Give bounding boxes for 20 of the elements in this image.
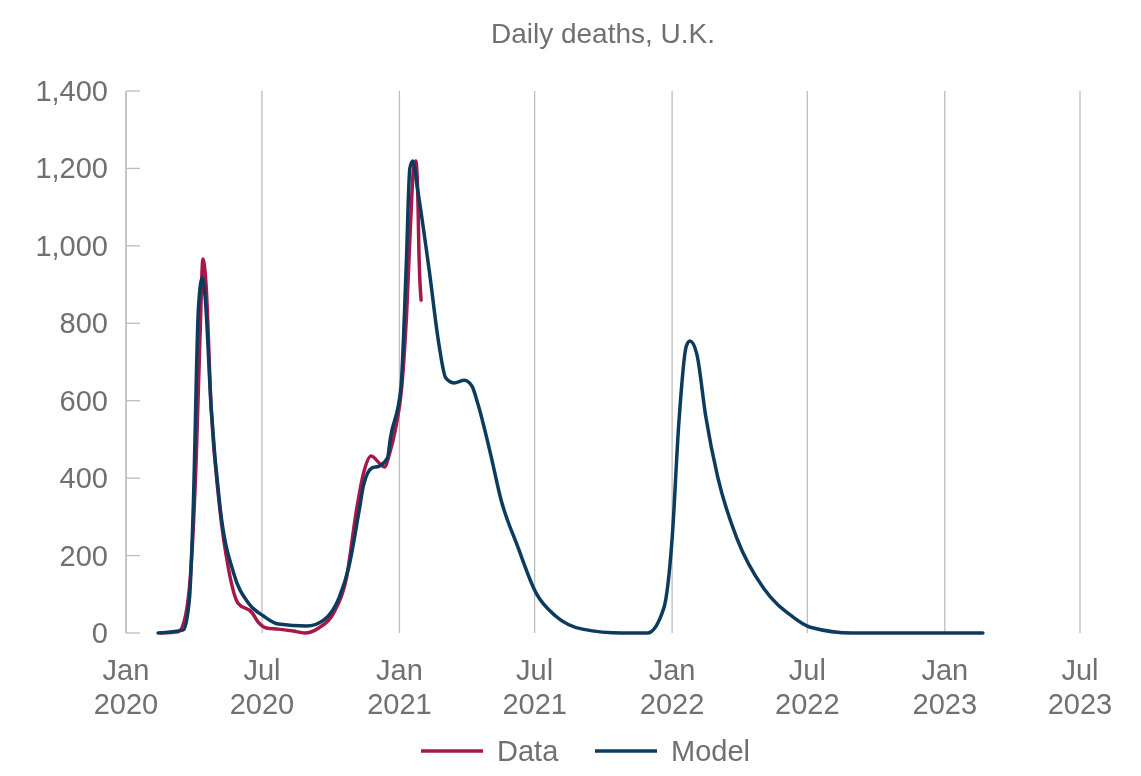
x-tick-label: Jan 2022 (639, 654, 705, 720)
legend-label: Data (497, 735, 560, 767)
x-tick-label: Jul 2023 (1047, 654, 1113, 720)
y-tick-label: 400 (59, 462, 108, 495)
y-tick-label: 1,400 (35, 75, 108, 107)
y-tick-label: 1,200 (35, 152, 108, 185)
line-series (156, 159, 985, 635)
x-tick-label: Jul 2020 (229, 654, 295, 720)
x-tick-label: Jul 2021 (502, 654, 567, 720)
y-tick-label: 200 (59, 539, 108, 572)
y-tick-label: 1,000 (35, 229, 108, 262)
legend-label: Model (671, 735, 750, 767)
chart-title: Daily deaths, U.K. (490, 18, 716, 49)
y-tick-label: 600 (59, 384, 108, 417)
y-tick-label: 800 (59, 307, 108, 340)
y-tick-label: 0 (91, 617, 108, 649)
x-tick-label: Jan 2021 (367, 654, 432, 720)
x-tick-label: Jan 2023 (912, 654, 978, 720)
x-tick-label: Jan 2020 (93, 654, 159, 720)
x-tick-label: Jul 2022 (775, 654, 840, 720)
